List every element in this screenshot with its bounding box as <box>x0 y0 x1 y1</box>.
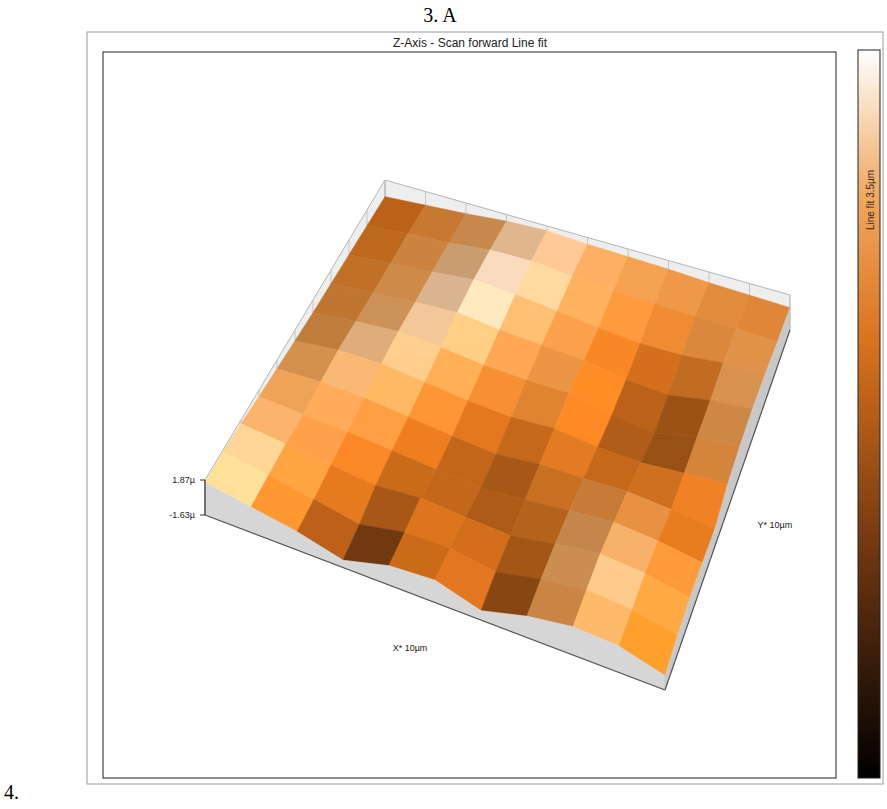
title: Z-Axis - Scan forward Line fit <box>393 36 548 50</box>
colorbar-label: Line fit 3.5µm <box>865 170 876 230</box>
front-cut <box>435 580 481 620</box>
cut-faces <box>205 308 790 690</box>
front-cut <box>619 646 665 690</box>
outer-frame <box>87 32 883 784</box>
x-axis-title: X* 10µm <box>393 643 428 653</box>
list-number: 4. <box>4 781 19 803</box>
right-cut <box>665 636 678 690</box>
z-tick <box>200 515 205 516</box>
heading: 3. A <box>423 4 457 26</box>
colorbar <box>858 50 880 778</box>
axes: 1.87µ -1.63µ X* 10µm Y* 10µm <box>169 330 792 690</box>
back-wall <box>385 180 790 330</box>
front-cut <box>297 532 343 568</box>
right-cut <box>703 529 716 582</box>
z-tick-label: -1.63µ <box>169 510 195 520</box>
plot-frame <box>103 52 836 778</box>
right-cut <box>678 598 691 654</box>
front-cut <box>481 611 527 638</box>
y-axis <box>665 330 790 690</box>
z-axis <box>204 480 205 515</box>
walls <box>205 180 790 515</box>
x-axis <box>205 515 665 690</box>
page: 3. A 4. Z-Axis - Scan forward Line fit Line… <box>0 0 887 809</box>
right-cut <box>740 409 753 474</box>
front-cut <box>205 483 251 533</box>
front-cut <box>527 616 573 655</box>
grid-line <box>205 480 206 515</box>
y-axis-title: Y* 10µm <box>758 520 793 530</box>
front-cut <box>251 507 297 550</box>
front-cut <box>573 627 619 673</box>
z-tick-label: 1.87µ <box>172 475 195 485</box>
front-cut <box>343 560 389 585</box>
z-tick <box>200 480 205 481</box>
right-cut <box>690 563 703 618</box>
front-cut <box>389 566 435 603</box>
surface <box>205 197 790 676</box>
